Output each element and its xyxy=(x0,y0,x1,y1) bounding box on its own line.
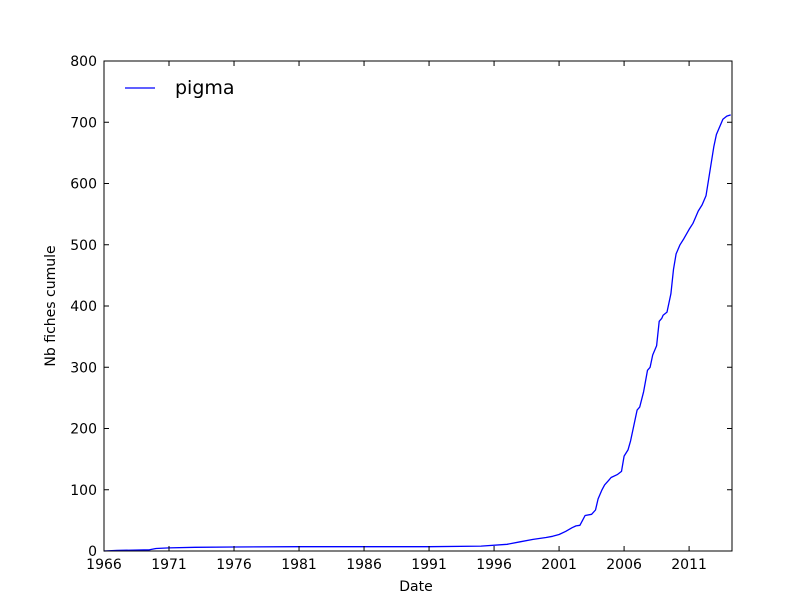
y-tick-label: 700 xyxy=(70,115,97,131)
x-tick-label: 1971 xyxy=(151,557,187,573)
y-tick-label: 500 xyxy=(70,238,97,254)
y-axis-label: Nb fiches cumule xyxy=(43,245,59,366)
x-tick-label: 1966 xyxy=(86,557,122,573)
y-tick-label: 100 xyxy=(70,483,97,499)
series-line-pigma xyxy=(103,114,731,552)
y-tick-label: 0 xyxy=(88,544,97,560)
y-axis: 0 100 200 300 400 500 600 700 800 xyxy=(70,54,732,560)
legend: pigma xyxy=(112,71,254,109)
x-tick-label: 1986 xyxy=(346,557,382,573)
y-tick-label: 600 xyxy=(70,177,97,193)
x-axis: 1966 1971 1976 1981 1986 1991 1996 2001 2006 2011 xyxy=(86,61,707,573)
x-tick-label: 2011 xyxy=(671,557,707,573)
legend-frame xyxy=(112,71,254,109)
x-tick-label: 1991 xyxy=(411,557,447,573)
x-tick-label: 1976 xyxy=(216,557,252,573)
plot-area xyxy=(103,114,731,552)
legend-label-pigma: pigma xyxy=(175,77,235,99)
x-tick-label: 1996 xyxy=(476,557,512,573)
x-tick-label: 2001 xyxy=(541,557,577,573)
y-tick-label: 400 xyxy=(70,299,97,315)
plot-frame xyxy=(103,60,733,552)
y-tick-label: 300 xyxy=(70,360,97,376)
x-axis-label: Date xyxy=(399,579,432,595)
x-tick-label: 2006 xyxy=(606,557,642,573)
x-tick-label: 1981 xyxy=(281,557,317,573)
y-tick-label: 800 xyxy=(70,54,97,70)
y-tick-label: 200 xyxy=(70,422,97,438)
